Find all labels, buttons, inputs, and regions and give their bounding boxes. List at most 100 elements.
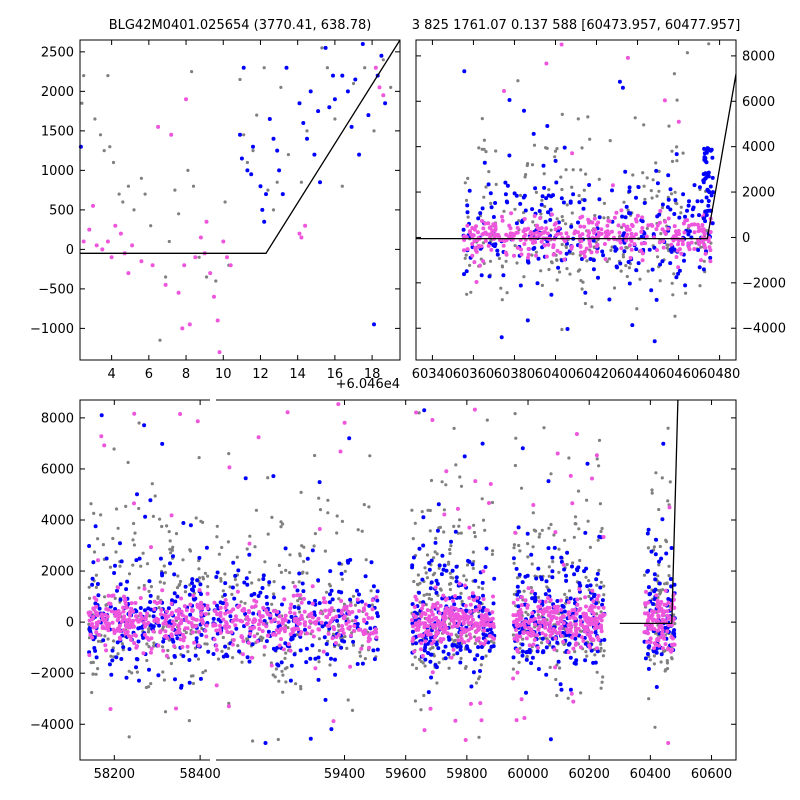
blue-data-point <box>198 582 203 587</box>
x-tick-label: 10 <box>215 367 232 382</box>
gray-data-point <box>145 658 149 663</box>
magenta-data-point <box>96 558 100 563</box>
gray-data-point <box>230 592 234 597</box>
magenta-data-point <box>410 618 414 623</box>
blue-data-point <box>551 193 555 198</box>
blue-data-point <box>645 652 650 656</box>
magenta-data-point <box>450 605 455 610</box>
gray-data-point <box>579 279 583 283</box>
magenta-data-point <box>662 98 667 103</box>
blue-data-point <box>544 645 549 650</box>
magenta-data-point <box>577 233 582 238</box>
gray-data-point <box>274 667 278 671</box>
blue-data-point <box>232 596 237 601</box>
magenta-data-point <box>413 594 418 599</box>
magenta-data-point <box>574 432 579 436</box>
magenta-data-point <box>441 630 446 634</box>
blue-data-point <box>183 584 188 589</box>
blue-data-point <box>539 577 544 582</box>
gray-data-point <box>673 314 677 318</box>
magenta-data-point <box>476 230 480 235</box>
magenta-data-point <box>610 183 615 188</box>
magenta-data-point <box>660 227 665 232</box>
gray-data-point <box>177 583 181 588</box>
gray-data-point <box>333 117 337 121</box>
blue-data-point <box>161 639 166 644</box>
x-tick-label: 60460 <box>658 367 699 382</box>
magenta-data-point <box>596 230 601 235</box>
blue-data-point <box>421 515 426 520</box>
blue-data-point <box>649 549 654 554</box>
magenta-data-point <box>469 614 474 619</box>
magenta-data-point <box>478 701 483 706</box>
magenta-data-point <box>118 231 123 236</box>
gray-data-point <box>526 555 530 559</box>
blue-data-point <box>173 599 178 604</box>
x-tick-label: 60480 <box>699 367 740 382</box>
gray-data-point <box>573 515 578 519</box>
magenta-data-point <box>149 545 153 550</box>
blue-data-point <box>429 558 434 563</box>
magenta-data-point <box>103 617 108 622</box>
magenta-data-point <box>412 605 417 609</box>
blue-data-point <box>703 209 708 214</box>
magenta-data-point <box>599 618 604 623</box>
blue-data-point <box>492 576 497 581</box>
magenta-data-point <box>661 611 666 616</box>
x-offset-label: +6.046e4 <box>336 377 400 392</box>
magenta-data-point <box>414 410 419 415</box>
magenta-data-point <box>438 626 443 631</box>
gray-data-point <box>299 490 303 494</box>
magenta-data-point <box>582 224 587 229</box>
magenta-data-point <box>546 231 550 236</box>
gray-data-point <box>267 583 271 587</box>
magenta-data-point <box>204 219 209 224</box>
magenta-data-point <box>553 610 558 615</box>
magenta-data-point <box>86 610 91 615</box>
blue-data-point <box>454 579 459 584</box>
gray-data-point <box>337 624 341 628</box>
blue-data-point <box>288 678 293 683</box>
x-tick-label: 12 <box>252 367 269 382</box>
blue-data-point <box>578 614 583 619</box>
magenta-data-point <box>435 606 440 611</box>
magenta-data-point <box>590 220 595 225</box>
magenta-data-point <box>481 569 486 574</box>
magenta-data-point <box>370 616 375 621</box>
blue-data-point <box>281 585 286 590</box>
magenta-data-point <box>428 632 433 637</box>
magenta-data-point <box>466 620 471 625</box>
magenta-data-point <box>559 624 564 629</box>
magenta-data-point <box>227 624 232 629</box>
magenta-data-point <box>261 605 266 610</box>
magenta-data-point <box>310 615 315 620</box>
blue-data-point <box>666 173 671 178</box>
magenta-data-point <box>462 583 467 588</box>
gray-data-point <box>638 277 642 281</box>
gray-data-point <box>422 693 426 698</box>
magenta-data-point <box>652 646 656 651</box>
magenta-data-point <box>266 612 271 617</box>
x-tick-label: 58400 <box>179 767 220 782</box>
gray-data-point <box>521 637 525 641</box>
gray-data-point <box>548 643 552 647</box>
gray-data-point <box>413 699 417 703</box>
gray-data-point <box>553 155 557 159</box>
gray-data-point <box>149 682 153 686</box>
magenta-data-point <box>517 617 522 622</box>
gray-data-point <box>87 585 91 589</box>
blue-data-point <box>533 598 538 602</box>
blue-data-point <box>347 436 352 441</box>
gray-data-point <box>547 574 551 578</box>
magenta-data-point <box>625 224 630 229</box>
gray-data-point <box>337 643 341 647</box>
magenta-data-point <box>310 601 315 606</box>
magenta-data-point <box>336 402 341 407</box>
magenta-data-point <box>583 629 587 634</box>
gray-data-point <box>448 547 452 552</box>
magenta-data-point <box>595 242 600 247</box>
magenta-data-point <box>241 639 246 644</box>
gray-data-point <box>99 513 103 517</box>
blue-data-point <box>298 648 303 653</box>
gray-data-point <box>471 566 475 571</box>
